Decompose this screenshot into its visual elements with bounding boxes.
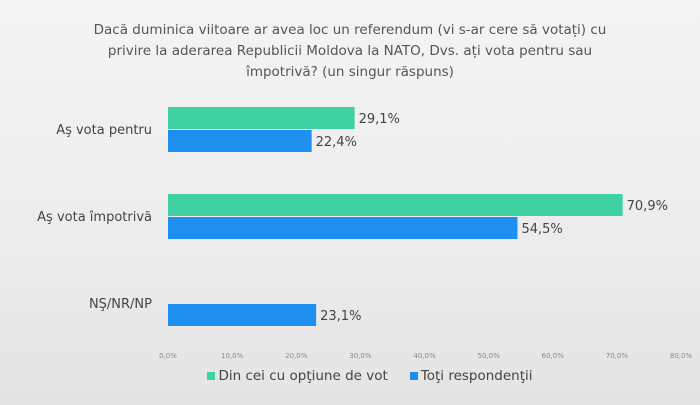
bar [168,194,623,216]
bar [168,130,312,152]
legend-item-with-vote-option: Din cei cu opţiune de vot [207,368,388,384]
legend-label: Din cei cu opţiune de vot [218,368,388,384]
legend: Din cei cu opţiune de vot Toţi responden… [0,368,700,384]
x-tick-label: 10,0% [221,352,244,360]
x-tick-label: 50,0% [478,352,501,360]
bar [168,107,355,129]
category-label: Aş vota împotrivă [37,210,152,225]
data-label: 70,9% [627,199,668,214]
x-tick-label: 70,0% [606,352,629,360]
legend-swatch-green [207,372,216,380]
legend-swatch-blue [409,372,418,380]
category-label: Aş vota pentru [56,123,152,138]
bar [168,217,518,239]
x-tick-label: 0,0% [159,352,177,360]
x-tick-label: 60,0% [542,352,565,360]
chart-title: Dacă duminica viitoare ar avea loc un re… [93,22,607,80]
x-tick-label: 40,0% [413,352,436,360]
data-label: 22,4% [316,135,357,150]
legend-item-all-respondents: Toţi respondenţii [409,368,533,384]
x-tick-label: 20,0% [285,352,308,360]
legend-label: Toţi respondenţii [420,368,533,384]
data-label: 23,1% [320,309,361,324]
x-tick-label: 80,0% [670,352,693,360]
bar [168,304,317,326]
data-label: 54,5% [521,222,562,237]
x-tick-label: 30,0% [349,352,372,360]
category-label: NŞ/NR/NP [89,297,152,312]
data-label: 29,1% [359,112,400,127]
